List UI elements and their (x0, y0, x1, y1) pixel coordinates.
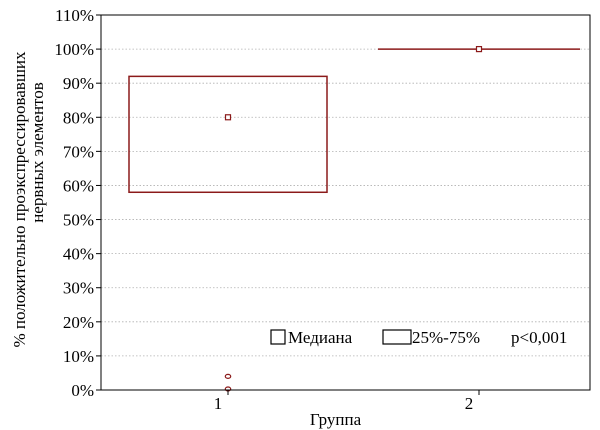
median-marker (224, 114, 232, 121)
median-marker (475, 45, 483, 53)
y-axis-title: % положительно проэкспрессировавших нерв… (10, 51, 47, 348)
y-tick-label: 60% (63, 176, 94, 195)
y-tick-label: 50% (63, 211, 94, 230)
grid-lines (101, 48, 590, 357)
y-tick-label: 70% (63, 142, 94, 161)
y-tick-label: 90% (63, 74, 94, 93)
legend-iqr-label: 25%-75% (412, 328, 480, 347)
x-axis-title: Группа (310, 410, 362, 429)
y-tick-label: 40% (63, 245, 94, 264)
y-tick-label: 110% (55, 6, 94, 25)
y-tick-label: 20% (63, 313, 94, 332)
y-axis-title-line-1: % положительно проэкспрессировавших (10, 51, 29, 348)
legend-median-icon (270, 329, 286, 345)
legend-median-label: Медиана (288, 328, 353, 347)
legend: Медиана 25%-75% p<0,001 (270, 328, 567, 347)
iqr-box (128, 75, 328, 194)
y-axis-ticks: 0% 10% 20% 30% 40% 50% 60% 70% 80% 90% 100% 110% (54, 6, 101, 400)
y-tick-label: 10% (63, 347, 94, 366)
x-tick-label: 2 (465, 394, 474, 413)
legend-iqr-icon (382, 329, 412, 345)
y-tick-label: 100% (54, 40, 94, 59)
y-tick-label: 80% (63, 108, 94, 127)
x-tick-label: 1 (214, 394, 223, 413)
legend-p-value: p<0,001 (511, 328, 567, 347)
y-tick-label: 0% (71, 381, 94, 400)
plot-frame (100, 14, 591, 391)
y-tick-label: 30% (63, 279, 94, 298)
outlier-point (224, 373, 232, 379)
y-axis-title-line-2: нервных элементов (28, 82, 47, 223)
